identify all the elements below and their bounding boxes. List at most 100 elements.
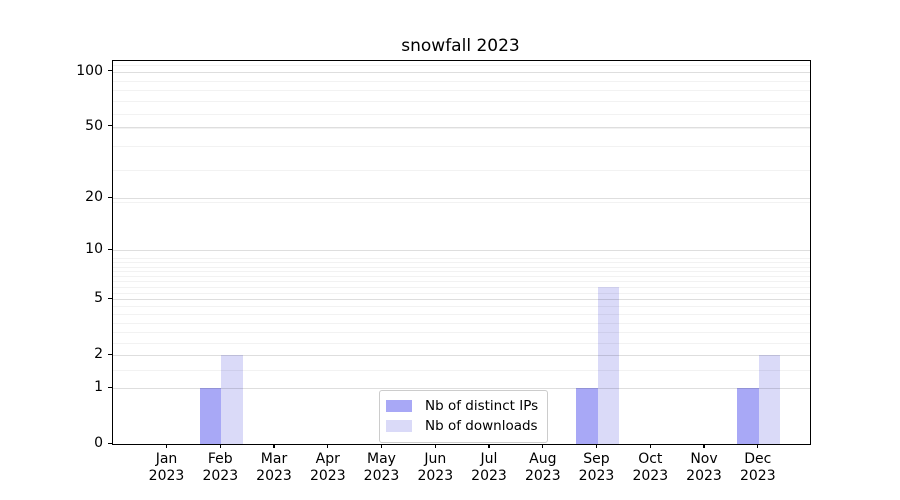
- x-tick-label-year-apr: 2023: [309, 467, 346, 484]
- bar-nb-of-downloads-dec: [758, 355, 781, 444]
- x-tick-label-jan: Jan 2023: [137, 451, 197, 484]
- x-tick-label-year-nov: 2023: [686, 467, 722, 484]
- x-tick-label-sep: Sep 2023: [567, 451, 627, 484]
- x-tick-label-may: May 2023: [352, 451, 412, 484]
- bar-nb-of-distinct-ips-feb: [199, 388, 222, 444]
- gridline-minor-49: [113, 128, 810, 130]
- bar-nb-of-downloads-sep: [597, 286, 619, 444]
- gridline-minor-69: [113, 101, 810, 103]
- gridline-minor-6: [113, 286, 810, 288]
- x-tick-label-year-jun: 2023: [417, 467, 454, 484]
- gridline-minor-6-5: [113, 281, 810, 283]
- x-tick-label-nov: Nov 2023: [674, 451, 734, 484]
- gridline-minor-5-5: [113, 292, 810, 294]
- x-tick-label-month-oct: Oct: [638, 451, 663, 467]
- bar-nb-of-downloads-feb: [221, 355, 243, 444]
- gridline-minor-8: [113, 266, 810, 268]
- y-tick-mark-100: [108, 70, 112, 72]
- gridline-minor-59: [113, 113, 810, 115]
- x-tick-label-mar: Mar 2023: [244, 451, 304, 484]
- gridline-minor-29: [113, 169, 810, 171]
- y-tick-mark-5: [108, 297, 112, 300]
- y-tick-mark-0: [108, 442, 112, 444]
- legend-entry-distinct-ips: Nb of distinct IPs: [386, 396, 538, 416]
- x-tick-label-year-aug: 2023: [524, 467, 561, 484]
- gridline-major-20: [113, 198, 810, 200]
- x-tick-mark-may: [380, 444, 383, 449]
- y-tick-label-10: 10: [85, 241, 103, 258]
- x-tick-mark-jun: [434, 444, 436, 449]
- bar-nb-of-distinct-ips-dec: [737, 388, 759, 444]
- gridline-minor-3: [113, 332, 810, 334]
- x-tick-mark-mar: [273, 444, 275, 449]
- x-tick-label-jul: Jul 2023: [459, 451, 519, 484]
- x-tick-label-month-aug: Aug: [529, 451, 557, 467]
- gridline-minor-79: [113, 90, 810, 92]
- x-tick-label-month-may: May: [367, 451, 396, 467]
- x-tick-mark-nov: [703, 444, 705, 449]
- legend-swatch-distinct-ips: [386, 400, 412, 412]
- x-tick-label-month-nov: Nov: [690, 451, 718, 467]
- gridline-major-2: [113, 355, 810, 357]
- x-tick-label-year-sep: 2023: [578, 467, 615, 484]
- x-tick-label-year-may: 2023: [363, 467, 400, 484]
- plot-area: [112, 60, 811, 445]
- gridline-minor-2-5: [113, 342, 810, 344]
- y-tick-mark-1: [108, 386, 112, 388]
- gridline-minor-7-5: [113, 271, 810, 273]
- gridline-minor-1-5: [113, 370, 810, 371]
- gridline-minor-109: [113, 64, 810, 66]
- x-tick-label-jun: Jun 2023: [405, 451, 465, 484]
- x-tick-label-year-mar: 2023: [256, 467, 292, 484]
- gridline-minor-39: [113, 146, 810, 148]
- x-tick-label-aug: Aug 2023: [513, 451, 573, 484]
- y-tick-label-100: 100: [76, 62, 103, 79]
- gridline-minor-19: [113, 202, 810, 204]
- x-tick-mark-oct: [649, 444, 651, 449]
- x-tick-mark-jul: [488, 444, 490, 449]
- x-tick-mark-dec: [757, 444, 759, 449]
- y-tick-mark-2: [108, 353, 112, 356]
- x-tick-label-month-mar: Mar: [260, 451, 288, 467]
- gridline-major-5: [113, 299, 810, 301]
- gridline-major-10: [113, 250, 810, 252]
- x-tick-mark-jan: [165, 444, 168, 449]
- x-tick-label-month-jun: Jun: [424, 451, 447, 467]
- y-tick-label-1: 1: [94, 379, 103, 396]
- legend: Nb of distinct IPs Nb of downloads: [379, 390, 549, 443]
- chart-title: snowfall 2023: [401, 36, 520, 56]
- x-tick-label-month-apr: Apr: [315, 451, 340, 467]
- x-tick-label-year-dec: 2023: [739, 467, 776, 484]
- y-tick-label-2: 2: [94, 346, 103, 363]
- x-tick-mark-feb: [219, 444, 221, 449]
- gridline-major-100: [113, 71, 810, 73]
- gridline-minor-9: [113, 258, 810, 260]
- legend-label-downloads: Nb of downloads: [425, 418, 538, 434]
- y-tick-mark-50: [108, 125, 112, 127]
- gridline-minor-89: [113, 80, 810, 82]
- x-tick-label-dec: Dec 2023: [728, 451, 788, 484]
- x-tick-label-oct: Oct 2023: [620, 451, 680, 484]
- x-tick-mark-sep: [595, 444, 598, 449]
- legend-entry-downloads: Nb of downloads: [386, 416, 538, 436]
- gridline-minor-7: [113, 276, 810, 278]
- x-tick-label-year-oct: 2023: [632, 467, 669, 484]
- gridline-minor-4-5: [113, 306, 810, 308]
- x-tick-label-year-jan: 2023: [148, 467, 185, 484]
- gridline-minor-3-5: [113, 322, 810, 324]
- x-tick-label-month-dec: Dec: [744, 451, 772, 467]
- x-tick-label-feb: Feb 2023: [190, 451, 250, 484]
- x-tick-label-month-jul: Jul: [480, 451, 498, 467]
- gridline-major-50: [113, 126, 810, 128]
- legend-swatch-downloads: [386, 420, 412, 432]
- x-tick-mark-aug: [542, 444, 544, 449]
- y-tick-label-5: 5: [94, 290, 103, 307]
- x-tick-label-month-sep: Sep: [583, 451, 610, 467]
- y-tick-label-0: 0: [94, 435, 103, 451]
- gridline-minor-8-5: [113, 262, 810, 264]
- legend-label-distinct-ips: Nb of distinct IPs: [425, 398, 539, 414]
- y-tick-mark-10: [108, 248, 112, 251]
- y-tick-label-20: 20: [85, 189, 103, 206]
- x-tick-label-month-jan: Jan: [155, 451, 178, 467]
